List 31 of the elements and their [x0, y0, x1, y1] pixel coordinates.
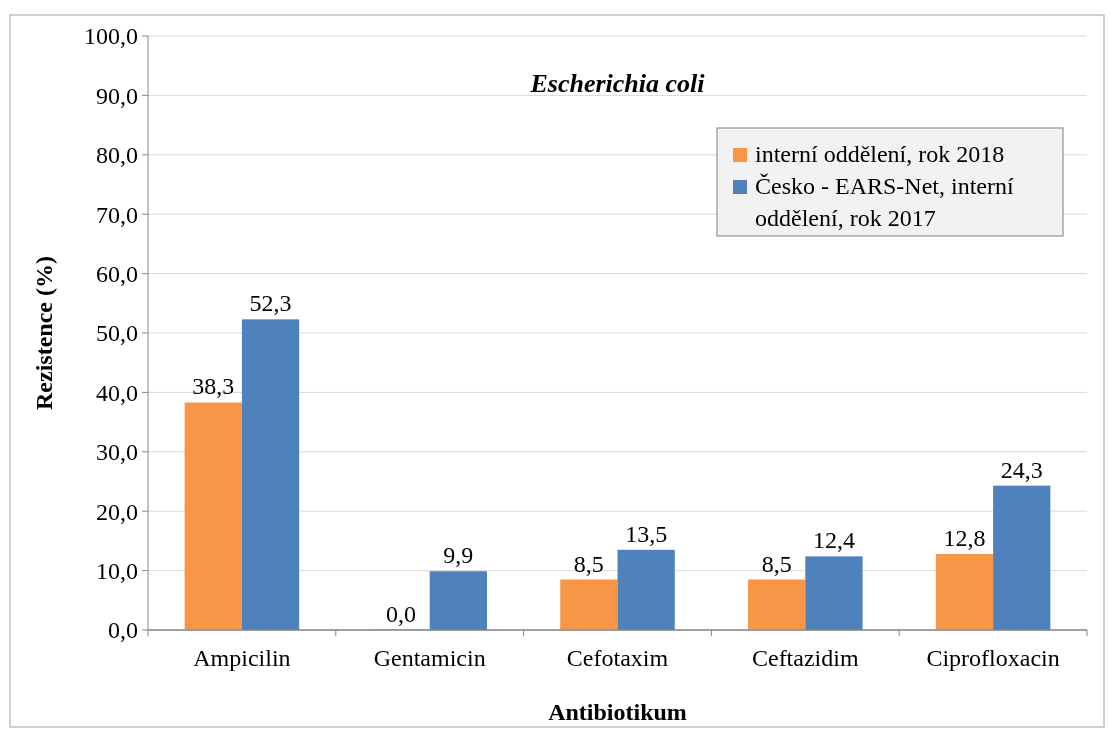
- x-tick-label: Gentamicin: [373, 645, 486, 671]
- y-tick-label: 60,0: [96, 261, 138, 287]
- data-label: 12,8: [943, 524, 986, 551]
- x-tick-label: Ceftazidim: [751, 645, 859, 671]
- y-tick-label: 0,0: [108, 617, 138, 644]
- text: Escherichia coli: [529, 69, 706, 98]
- data-label: 13,5: [625, 520, 668, 547]
- data-label: 9,9: [443, 542, 474, 569]
- y-tick-label: 70,0: [96, 201, 138, 228]
- y-tick-label: 100,0: [84, 23, 138, 50]
- y-axis-title: Rezistence (%): [31, 256, 57, 410]
- y-tick-label: 80,0: [96, 142, 138, 169]
- y-tick-label: 90,0: [96, 82, 138, 109]
- legend-label: interní oddělení, rok 2018: [755, 141, 1005, 167]
- x-tick-label: Cefotaxim: [566, 645, 669, 671]
- x-tick-label: Ampicilin: [193, 645, 291, 671]
- y-tick-label: 50,0: [96, 320, 138, 347]
- data-label: 8,5: [573, 550, 604, 577]
- y-tick-label: 10,0: [96, 558, 138, 584]
- data-label: 52,3: [249, 290, 292, 317]
- y-tick-label: 20,0: [96, 498, 138, 525]
- x-axis-title: Antibiotikum: [548, 699, 687, 725]
- y-tick-label: 30,0: [96, 439, 138, 466]
- data-label: 0,0: [386, 601, 417, 627]
- data-label: 12,4: [812, 527, 855, 554]
- y-tick-label: 40,0: [96, 379, 138, 406]
- x-tick-label: Ciprofloxacin: [926, 645, 1060, 671]
- data-label: 38,3: [192, 373, 235, 400]
- data-label: 8,5: [761, 550, 792, 577]
- data-label: 24,3: [1000, 456, 1043, 483]
- legend-label: Česko - EARS-Net, interní oddělení, rok 2017: [755, 173, 1014, 231]
